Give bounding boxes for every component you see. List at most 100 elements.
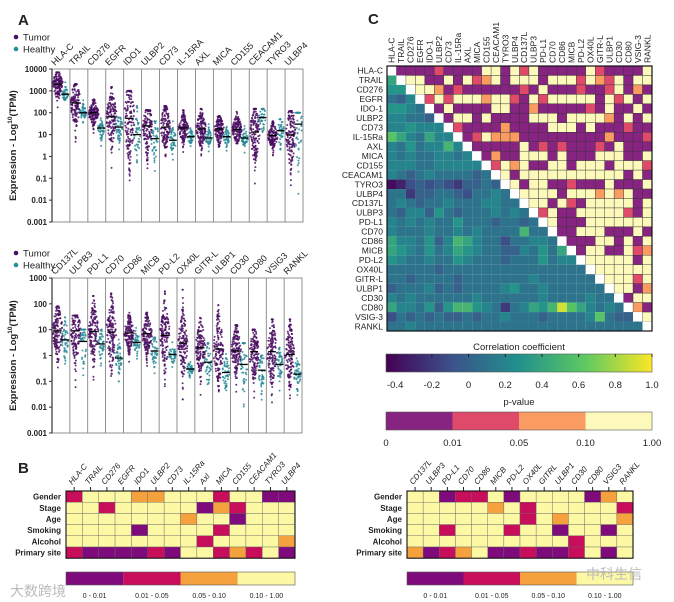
healthy-point [169, 146, 172, 149]
tumor-point [71, 314, 74, 317]
healthy-point [210, 365, 213, 368]
healthy-point [102, 132, 105, 135]
tumor-point [199, 352, 202, 355]
tumor-point [92, 350, 95, 353]
healthy-point [169, 355, 172, 358]
tumor-point [53, 342, 56, 345]
tumor-point [109, 365, 112, 368]
healthy-point [119, 347, 122, 350]
tumor-point [70, 99, 73, 102]
tumor-point [109, 355, 112, 358]
tumor-point [233, 137, 236, 140]
healthy-point [115, 131, 118, 134]
tumor-point [254, 154, 257, 157]
tumor-point [289, 172, 292, 175]
tumor-point [230, 343, 233, 346]
tumor-point [147, 137, 150, 140]
tumor-point [128, 141, 131, 144]
tumor-point [253, 169, 256, 172]
tumor-point [232, 336, 235, 339]
tumor-point [94, 116, 97, 119]
healthy-point [299, 117, 302, 120]
tumor-point [182, 322, 185, 325]
tumor-point [59, 85, 62, 88]
tumor-point [237, 347, 240, 350]
tumor-point [76, 98, 79, 101]
healthy-point [295, 127, 298, 130]
tumor-point [180, 317, 183, 320]
tumor-point [144, 111, 147, 114]
healthy-point [208, 131, 211, 134]
tumor-point [93, 122, 96, 125]
tumor-point [146, 135, 149, 138]
healthy-point [137, 345, 140, 348]
tumor-point [71, 97, 74, 100]
tumor-point [179, 351, 182, 354]
tumor-point [254, 147, 257, 150]
tumor-point [161, 321, 164, 324]
tumor-point [58, 349, 61, 352]
healthy-point [63, 349, 66, 352]
tumor-point [108, 133, 111, 136]
tumor-point [219, 125, 222, 128]
healthy-point [295, 144, 298, 147]
tumor-point [91, 125, 94, 128]
healthy-point [134, 338, 137, 341]
tumor-point [254, 120, 257, 123]
healthy-point [207, 145, 210, 148]
tumor-point [213, 129, 216, 132]
y-axis-label-prefix: Expression - Log [8, 124, 19, 201]
y-tick-label: 100 [34, 109, 48, 118]
healthy-point [118, 135, 121, 138]
healthy-point [134, 336, 137, 339]
tumor-point [113, 109, 116, 112]
healthy-point [64, 333, 67, 336]
tumor-point [94, 328, 97, 331]
healthy-point [150, 352, 153, 355]
tumor-point [53, 325, 56, 328]
tumor-point [252, 128, 255, 131]
healthy-point [171, 120, 174, 123]
tumor-point [288, 137, 291, 140]
tumor-point [71, 107, 74, 110]
gene-label: CD86 [121, 253, 144, 276]
tumor-point [272, 121, 275, 124]
healthy-point [153, 152, 156, 155]
tumor-point [146, 343, 149, 346]
tumor-point [91, 302, 94, 305]
tumor-point [113, 103, 116, 106]
healthy-point [242, 405, 245, 408]
tumor-point [77, 89, 80, 92]
healthy-point [209, 352, 212, 355]
healthy-point [245, 134, 248, 137]
healthy-point [205, 378, 208, 381]
healthy-point [117, 116, 120, 119]
tumor-point [94, 332, 97, 335]
tumor-point [218, 320, 221, 323]
tumor-point [182, 143, 185, 146]
tumor-point [114, 322, 117, 325]
tumor-point [272, 139, 275, 142]
tumor-point [110, 127, 113, 130]
tumor-point [163, 134, 166, 137]
tumor-point [217, 327, 220, 330]
tumor-point [105, 324, 108, 327]
tumor-point [74, 368, 77, 371]
healthy-point [228, 373, 231, 376]
tumor-point [234, 126, 237, 129]
healthy-point [135, 128, 138, 131]
tumor-point [161, 113, 164, 116]
tumor-point [129, 94, 132, 97]
tumor-point [75, 336, 78, 339]
tumor-point [110, 148, 113, 151]
tumor-point [183, 369, 186, 372]
tumor-point [111, 304, 114, 307]
tumor-point [269, 141, 272, 144]
healthy-point [297, 192, 300, 195]
healthy-point [260, 389, 263, 392]
tumor-point [252, 141, 255, 144]
healthy-point [242, 128, 245, 131]
tumor-point [159, 344, 162, 347]
y-axis-label-suffix: (TPM) [8, 90, 19, 116]
tumor-point [285, 143, 288, 146]
